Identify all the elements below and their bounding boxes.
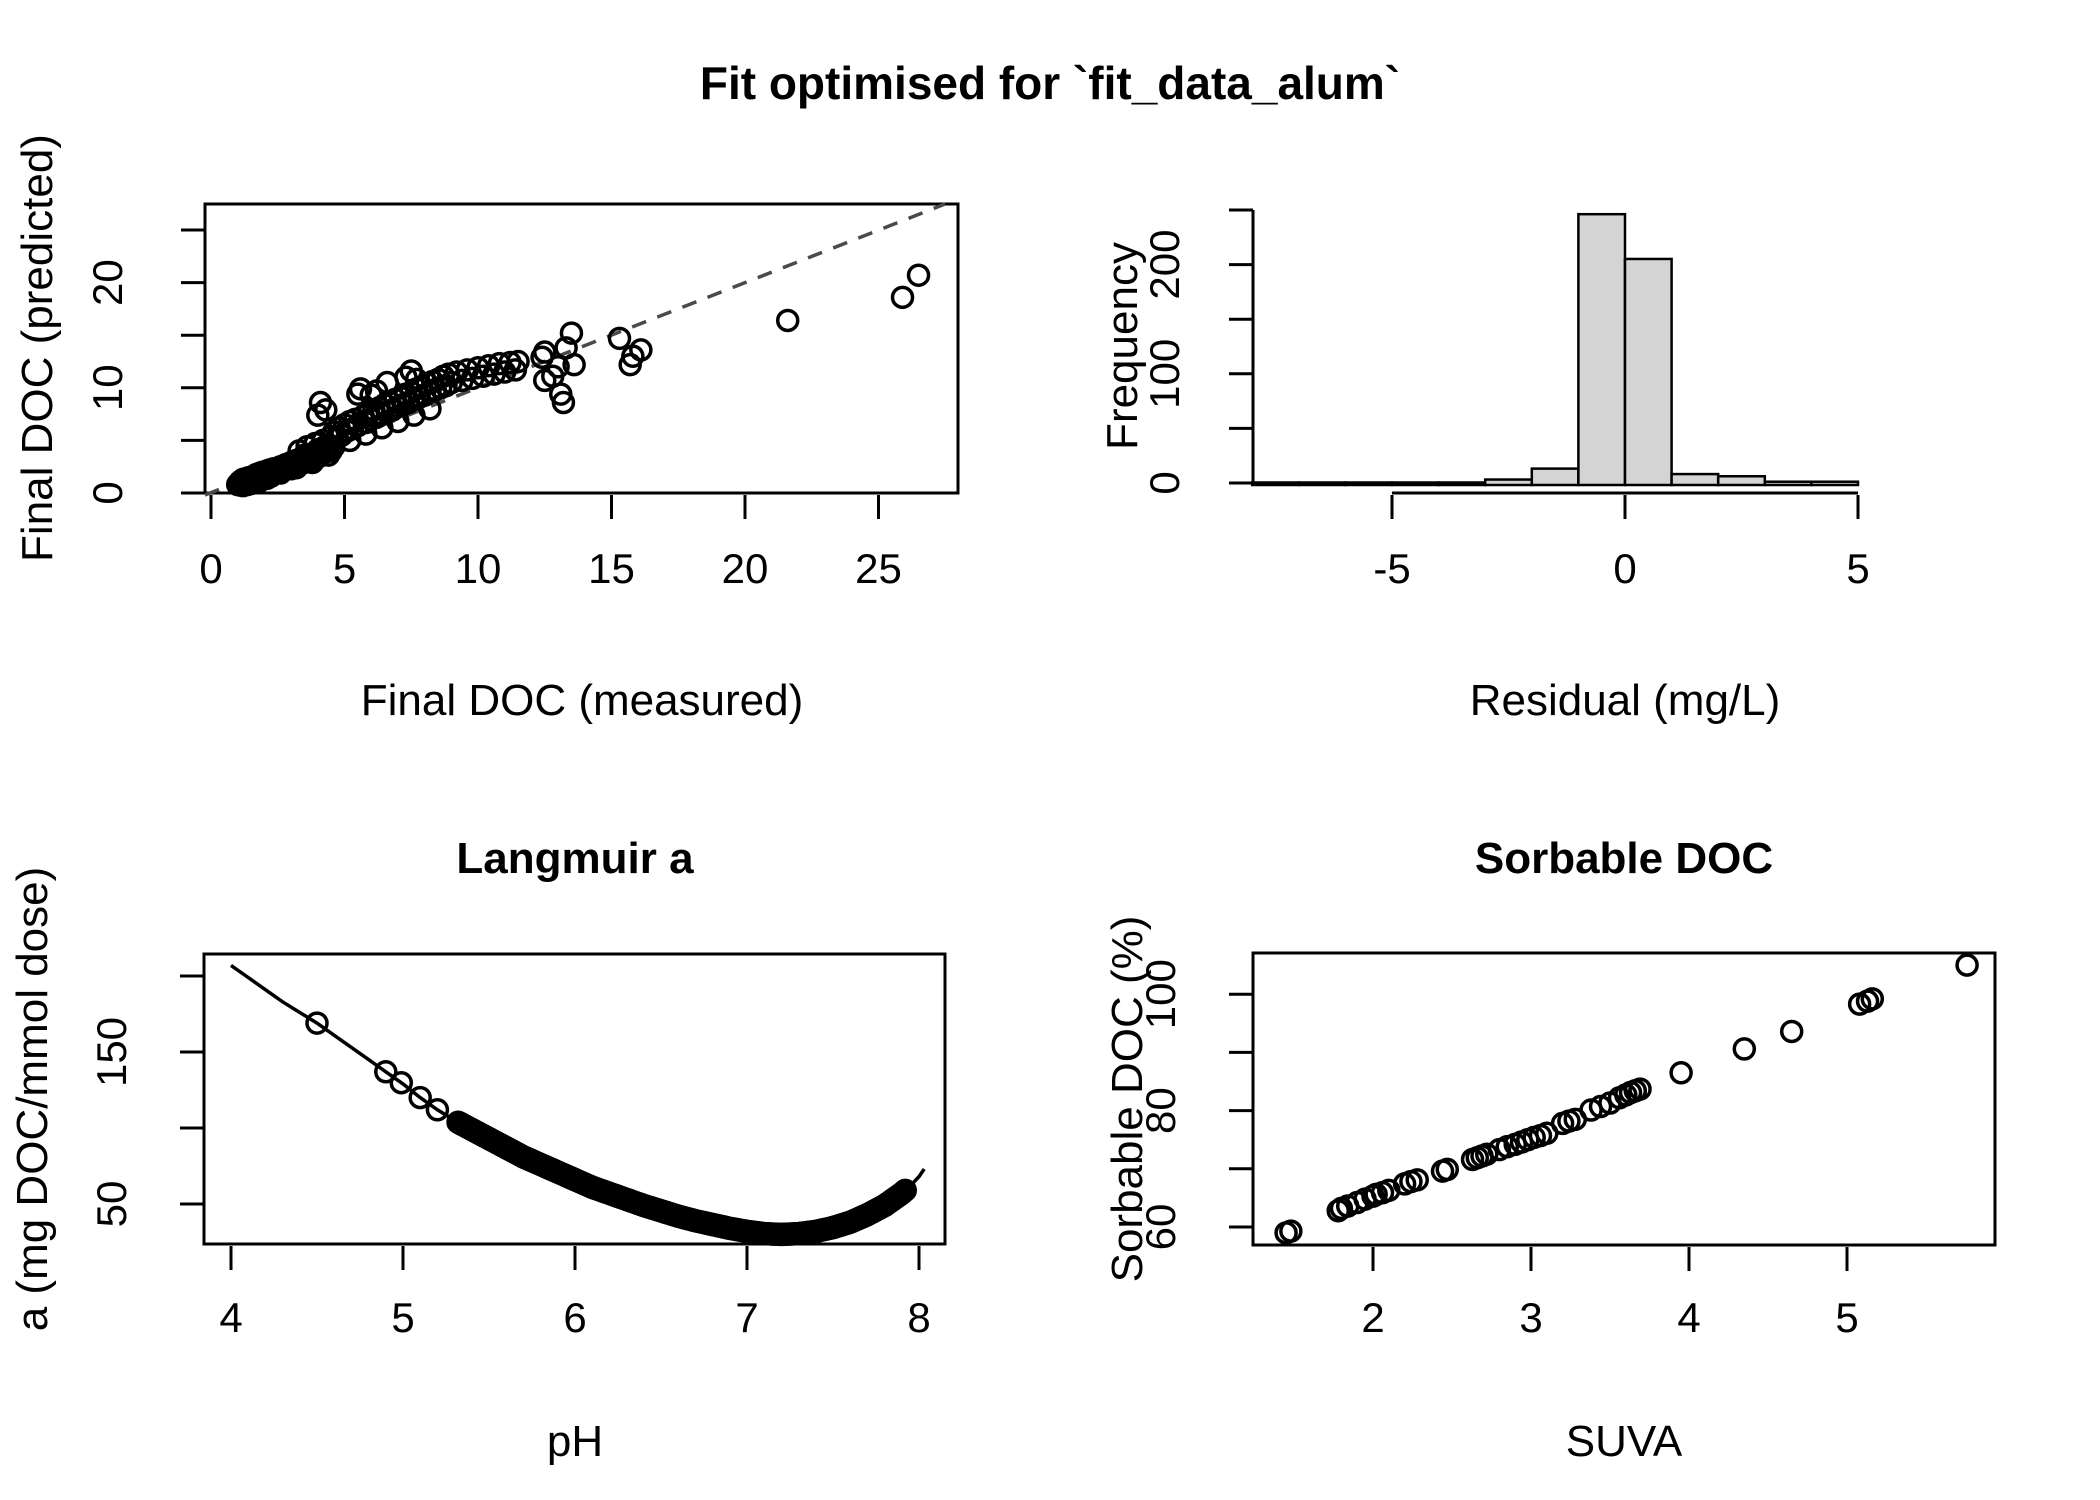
x-axis-tick-label: 0: [199, 545, 222, 592]
histogram-bar: [1623, 257, 1673, 487]
scatter-point: [551, 390, 576, 415]
y-axis-title: Final DOC (predicted): [13, 134, 62, 562]
scatter-point: [775, 308, 800, 333]
scatter-point: [546, 355, 570, 379]
scatter-point: [906, 263, 931, 287]
y-axis-tick-label: 0: [1141, 471, 1188, 494]
x-axis-tick-label: 8: [907, 1294, 930, 1341]
scatter-point: [1669, 1061, 1693, 1085]
scatter-point: [418, 397, 442, 421]
curve-point: [389, 1070, 414, 1095]
scatter-point: [1955, 953, 1979, 977]
histogram-bar: [1250, 481, 1301, 487]
x-axis-tick-label: 2: [1361, 1294, 1384, 1341]
scatter-point: [559, 321, 584, 345]
x-axis-tick-label: -5: [1373, 545, 1410, 592]
y-axis-tick-label: 20: [84, 259, 131, 306]
scatter-point: [1435, 1157, 1460, 1182]
scatter-point: [1732, 1037, 1757, 1061]
x-axis-tick-label: 15: [588, 545, 635, 592]
x-axis-tick-label: 5: [1846, 545, 1869, 592]
y-axis-tick-label: 200: [1141, 230, 1188, 300]
histogram-bar: [1716, 475, 1767, 487]
x-axis-tick-label: 4: [219, 1294, 242, 1341]
y-axis-tick-label: 50: [88, 1181, 135, 1228]
x-axis-tick-label: 5: [333, 545, 356, 592]
histogram-bar: [1437, 481, 1487, 487]
scatter-point: [314, 398, 338, 422]
scatter-point: [562, 352, 586, 377]
scatter-point: [1860, 987, 1885, 1011]
y-axis-title: Frequency: [1098, 242, 1147, 450]
x-axis-tick-label: 25: [855, 545, 902, 592]
x-axis-title: Residual (mg/L): [1470, 676, 1781, 725]
plot-box: [202, 952, 947, 1246]
one-to-one-line: [204, 202, 946, 497]
histogram-bar: [1670, 472, 1720, 487]
y-axis-tick-label: 10: [84, 364, 131, 411]
x-axis-title: SUVA: [1566, 1417, 1683, 1466]
scatter-point: [533, 340, 557, 364]
plot-box: [1251, 951, 1997, 1247]
scatter-point: [629, 338, 653, 362]
y-axis-title: a (mg DOC/mmol dose): [8, 867, 57, 1332]
scatter-point: [1405, 1168, 1429, 1192]
x-axis-tick-label: 0: [1613, 545, 1636, 592]
y-axis-tick-label: 80: [1137, 1087, 1184, 1134]
panel-title: Langmuir a: [456, 834, 694, 883]
histogram-bar: [1390, 481, 1440, 487]
scatter-point: [1279, 1219, 1303, 1243]
plot-box: [203, 202, 960, 495]
curve-point: [374, 1060, 398, 1084]
y-axis-tick-label: 60: [1137, 1204, 1184, 1251]
scatter-point: [1779, 1019, 1804, 1044]
scatter-point: [1628, 1077, 1652, 1101]
panel-fit-scatter: 0 5 10 15 20 25 Final DOC (measured) 0 10 20 Final…: [13, 134, 960, 725]
y-axis-tick-label: 100: [1137, 959, 1184, 1029]
panel-title: Sorbable DOC: [1475, 834, 1773, 883]
histogram-bar: [1344, 481, 1394, 487]
y-axis-tick-label: 150: [88, 1017, 135, 1087]
x-axis-tick-label: 4: [1677, 1294, 1700, 1341]
scatter-point: [607, 326, 632, 351]
x-axis-title: Final DOC (measured): [361, 676, 804, 725]
curve-point: [305, 1011, 329, 1035]
scatter-point: [1475, 1142, 1499, 1166]
curve-point-dense: [893, 1178, 917, 1203]
scatter-point: [890, 285, 915, 310]
x-axis-tick-label: 3: [1519, 1294, 1542, 1341]
figure-main-title: Fit optimised for `fit_data_alum`: [699, 57, 1401, 109]
y-axis-tick-label: 100: [1141, 339, 1188, 409]
panel-langmuir-a: Langmuir a 4 5 6 7 8 pH 50 150 a (mg DOC/mmol dos…: [8, 834, 947, 1466]
x-axis-tick-label: 7: [735, 1294, 758, 1341]
histogram-bar: [1297, 481, 1347, 487]
scatter-point: [506, 349, 530, 374]
y-axis-title: Sorbable DOC (%): [1103, 916, 1152, 1283]
curve-point: [425, 1098, 450, 1122]
histogram-bar: [1530, 467, 1580, 487]
histogram-bar: [1763, 480, 1813, 487]
x-axis-tick-label: 10: [455, 545, 502, 592]
fitted-curve: [229, 963, 926, 1237]
histogram-bar: [1483, 478, 1534, 487]
histogram-bar: [1577, 212, 1627, 487]
x-axis-tick-label: 20: [722, 545, 769, 592]
scatter-point: [284, 456, 309, 480]
curve-point: [408, 1085, 432, 1110]
x-axis-tick-label: 6: [563, 1294, 586, 1341]
x-axis-tick-label: 5: [1835, 1294, 1858, 1341]
x-axis-tick-label: 5: [391, 1294, 414, 1341]
y-axis-tick-label: 0: [84, 481, 131, 504]
scatter-point: [268, 461, 293, 485]
x-axis-title: pH: [547, 1417, 603, 1466]
histogram-bar: [1810, 480, 1860, 487]
